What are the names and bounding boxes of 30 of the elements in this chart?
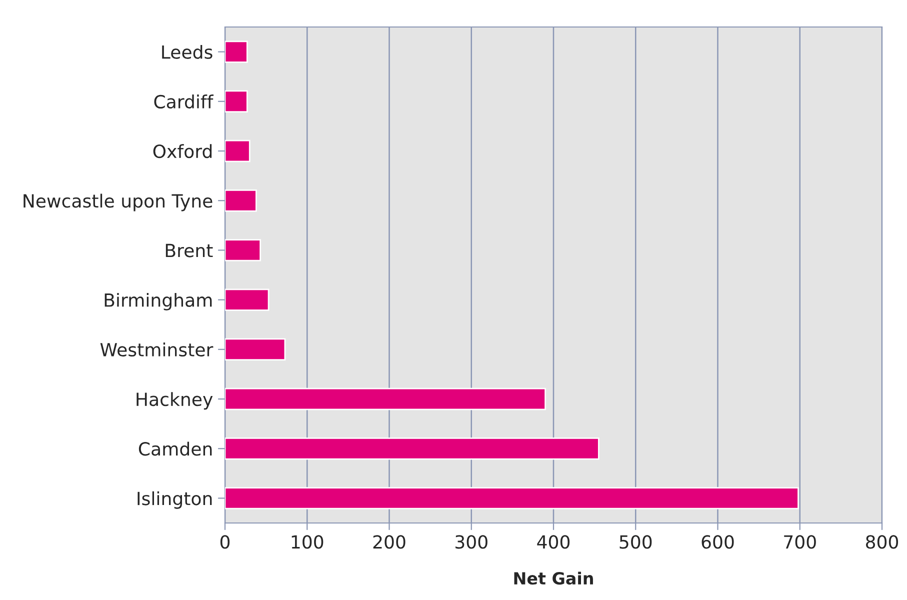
x-tick-label: 300 (456, 535, 488, 549)
y-tick-label: Newcastle upon Tyne (24, 194, 212, 212)
y-tick-label: Islington (138, 491, 212, 509)
bar (225, 140, 250, 162)
bar (225, 189, 257, 212)
x-tick-label: 0 (220, 535, 230, 549)
x-tick-label: 100 (292, 535, 324, 549)
x-tick-label: 600 (702, 535, 734, 549)
x-tick-label: 400 (537, 535, 570, 549)
y-tick-label: Cardiff (154, 94, 214, 109)
bar (225, 437, 600, 460)
bar (225, 288, 270, 311)
y-tick-label: Camden (138, 442, 212, 456)
y-tick-label: Westminster (100, 342, 214, 357)
y-tick-label: Oxford (153, 144, 212, 158)
bar (225, 90, 248, 113)
bar (225, 40, 248, 63)
x-tick-label: 700 (784, 535, 816, 549)
y-tick-label: Hackney (136, 392, 213, 410)
bar (225, 338, 286, 361)
x-axis-title: Net Gain (514, 572, 593, 585)
bar (225, 487, 799, 510)
y-tick-label: Leeds (162, 44, 212, 59)
x-tick-label: 500 (620, 535, 652, 549)
bar (225, 239, 262, 262)
x-tick-label: 800 (866, 535, 898, 549)
y-tick-label: Brent (166, 244, 213, 258)
y-tick-label: Birmingham (104, 292, 212, 310)
bar (225, 388, 546, 410)
x-tick-label: 200 (373, 535, 406, 549)
